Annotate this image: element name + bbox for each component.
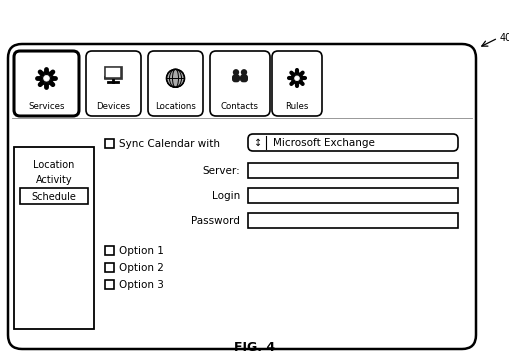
Text: Sync Calendar with: Sync Calendar with bbox=[119, 139, 220, 149]
Circle shape bbox=[295, 76, 299, 81]
Bar bbox=[106, 68, 121, 77]
Bar bbox=[104, 76, 123, 79]
Text: Devices: Devices bbox=[96, 102, 131, 111]
FancyBboxPatch shape bbox=[240, 74, 248, 82]
Bar bbox=[105, 263, 114, 272]
Circle shape bbox=[44, 75, 49, 81]
Circle shape bbox=[291, 72, 303, 84]
Circle shape bbox=[233, 69, 239, 75]
Text: Schedule: Schedule bbox=[32, 192, 76, 202]
FancyBboxPatch shape bbox=[148, 51, 203, 116]
Bar bbox=[20, 188, 88, 204]
Bar bbox=[14, 147, 94, 329]
FancyBboxPatch shape bbox=[248, 134, 458, 151]
FancyBboxPatch shape bbox=[86, 51, 141, 116]
Text: Locations: Locations bbox=[155, 102, 196, 111]
Text: Contacts: Contacts bbox=[221, 102, 259, 111]
Text: Option 3: Option 3 bbox=[119, 280, 164, 290]
Bar bbox=[248, 188, 458, 203]
Bar bbox=[104, 66, 123, 79]
FancyBboxPatch shape bbox=[272, 51, 322, 116]
Text: 400: 400 bbox=[500, 33, 509, 43]
Text: Microsoft Exchange: Microsoft Exchange bbox=[273, 137, 375, 148]
Bar bbox=[248, 213, 458, 228]
FancyBboxPatch shape bbox=[210, 51, 270, 116]
Bar bbox=[105, 246, 114, 255]
Bar bbox=[105, 280, 114, 289]
Text: Option 2: Option 2 bbox=[119, 263, 164, 273]
FancyBboxPatch shape bbox=[8, 44, 476, 349]
Text: Login: Login bbox=[212, 191, 240, 201]
Text: Location: Location bbox=[33, 160, 75, 170]
Circle shape bbox=[166, 69, 184, 87]
Text: FIG. 4: FIG. 4 bbox=[234, 341, 275, 354]
Text: Activity: Activity bbox=[36, 175, 72, 185]
Bar bbox=[248, 163, 458, 178]
Circle shape bbox=[40, 71, 53, 85]
Bar bbox=[105, 139, 114, 148]
Text: Server:: Server: bbox=[202, 166, 240, 176]
Text: Option 1: Option 1 bbox=[119, 246, 164, 256]
FancyBboxPatch shape bbox=[232, 74, 240, 82]
FancyBboxPatch shape bbox=[14, 51, 79, 116]
Text: Rules: Rules bbox=[286, 102, 308, 111]
Circle shape bbox=[241, 69, 247, 75]
Text: Password: Password bbox=[191, 216, 240, 226]
Text: Services: Services bbox=[29, 102, 65, 111]
Text: ↕: ↕ bbox=[254, 137, 262, 148]
